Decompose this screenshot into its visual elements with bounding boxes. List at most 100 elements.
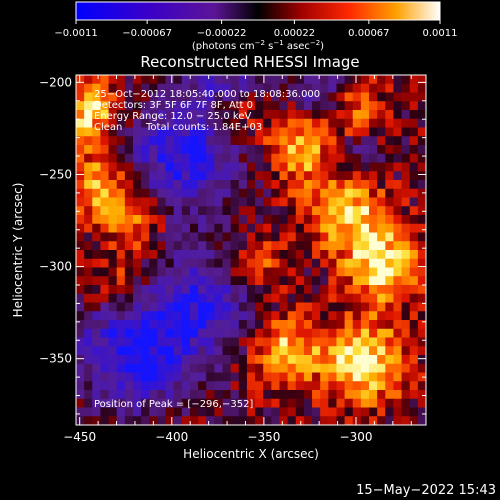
heatmap-cell xyxy=(230,328,240,339)
heatmap-cell xyxy=(377,328,386,339)
heatmap-cell xyxy=(352,223,362,234)
heatmap-cell xyxy=(222,171,232,181)
heatmap-cell xyxy=(181,180,191,190)
heatmap-cell xyxy=(238,171,248,181)
heatmap-cell xyxy=(279,346,289,356)
heatmap-cell xyxy=(255,285,264,295)
heatmap-cell xyxy=(303,127,313,137)
heatmap-cell xyxy=(222,355,232,365)
heatmap-cell xyxy=(320,92,329,102)
heatmap-cell xyxy=(181,75,191,85)
heatmap-cell xyxy=(409,118,419,129)
heatmap-cell xyxy=(181,258,191,269)
heatmap-cell xyxy=(149,337,158,347)
heatmap-cell xyxy=(108,153,118,164)
heatmap-cell xyxy=(165,92,175,102)
heatmap-cell xyxy=(312,197,321,207)
heatmap-cell xyxy=(214,206,224,216)
heatmap-cell xyxy=(124,92,134,102)
heatmap-cell xyxy=(312,328,321,339)
heatmap-cell xyxy=(100,285,110,295)
heatmap-cell xyxy=(246,311,256,321)
heatmap-cell xyxy=(401,363,411,374)
heatmap-cell xyxy=(263,180,272,190)
heatmap-cell xyxy=(246,153,256,164)
heatmap-cell xyxy=(198,293,207,304)
heatmap-cell xyxy=(344,180,354,190)
heatmap-cell xyxy=(198,223,207,234)
heatmap-cell xyxy=(401,110,411,120)
heatmap-cell xyxy=(255,416,264,425)
heatmap-cell xyxy=(132,110,142,120)
heatmap-cell xyxy=(181,337,191,347)
heatmap-cell xyxy=(287,83,297,94)
heatmap-cell xyxy=(401,381,411,391)
heatmap-cell xyxy=(328,250,338,260)
heatmap-cell xyxy=(132,162,142,172)
heatmap-cell xyxy=(149,398,158,409)
heatmap-cell xyxy=(76,241,85,251)
heatmap-cell xyxy=(393,171,403,181)
heatmap-cell xyxy=(173,320,183,330)
heatmap-cell xyxy=(312,381,321,391)
heatmap-cell xyxy=(336,75,346,85)
heatmap-cell xyxy=(336,293,346,304)
heatmap-cell xyxy=(393,293,403,304)
heatmap-cell xyxy=(206,328,215,339)
heatmap-cell xyxy=(181,407,191,417)
heatmap-cell xyxy=(84,92,93,102)
heatmap-cell xyxy=(116,153,126,164)
heatmap-cell xyxy=(417,302,426,312)
heatmap-cell xyxy=(369,328,378,339)
heatmap-cell xyxy=(149,390,158,400)
heatmap-cell xyxy=(303,337,313,347)
heatmap-cell xyxy=(222,136,232,146)
heatmap-cell xyxy=(124,346,134,356)
heatmap-cell xyxy=(116,328,126,339)
heatmap-cell xyxy=(287,381,297,391)
heatmap-cell xyxy=(108,110,118,120)
heatmap-cell xyxy=(303,241,313,251)
heatmap-cell xyxy=(352,320,362,330)
heatmap-cell xyxy=(352,188,362,199)
heatmap-cell xyxy=(255,250,264,260)
heatmap-cell xyxy=(100,197,110,207)
heatmap-cell xyxy=(108,83,118,94)
heatmap-cell xyxy=(149,320,158,330)
heatmap-cell xyxy=(149,171,158,181)
heatmap-cell xyxy=(173,258,183,269)
heatmap-cell xyxy=(141,276,150,286)
heatmap-cell xyxy=(263,75,272,85)
heatmap-cell xyxy=(295,153,305,164)
heatmap-cell xyxy=(336,127,346,137)
heatmap-cell xyxy=(295,398,305,409)
heatmap-cell xyxy=(320,337,329,347)
heatmap-cell xyxy=(295,75,305,85)
heatmap-cell xyxy=(409,346,419,356)
heatmap-cell xyxy=(295,171,305,181)
heatmap-cell xyxy=(336,215,346,225)
heatmap-cell xyxy=(165,101,175,111)
heatmap-cell xyxy=(100,83,110,94)
heatmap-cell xyxy=(320,118,329,129)
heatmap-cell xyxy=(76,302,85,312)
heatmap-cell xyxy=(385,171,395,181)
heatmap-cell xyxy=(303,83,313,94)
heatmap-cell xyxy=(92,162,102,172)
heatmap-cell xyxy=(76,372,85,382)
heatmap-cell xyxy=(344,110,354,120)
heatmap-cell xyxy=(206,75,215,85)
heatmap-cell xyxy=(263,118,272,129)
heatmap-cell xyxy=(198,153,207,164)
heatmap-cell xyxy=(92,407,102,417)
heatmap-cell xyxy=(230,101,240,111)
heatmap-cell xyxy=(369,83,378,94)
heatmap-cell xyxy=(92,223,102,234)
heatmap-cell xyxy=(336,363,346,374)
heatmap-cell xyxy=(393,75,403,85)
heatmap-cell xyxy=(320,162,329,172)
heatmap-cell xyxy=(189,241,199,251)
heatmap-cell xyxy=(279,180,289,190)
heatmap-cell xyxy=(108,223,118,234)
heatmap-cell xyxy=(295,223,305,234)
